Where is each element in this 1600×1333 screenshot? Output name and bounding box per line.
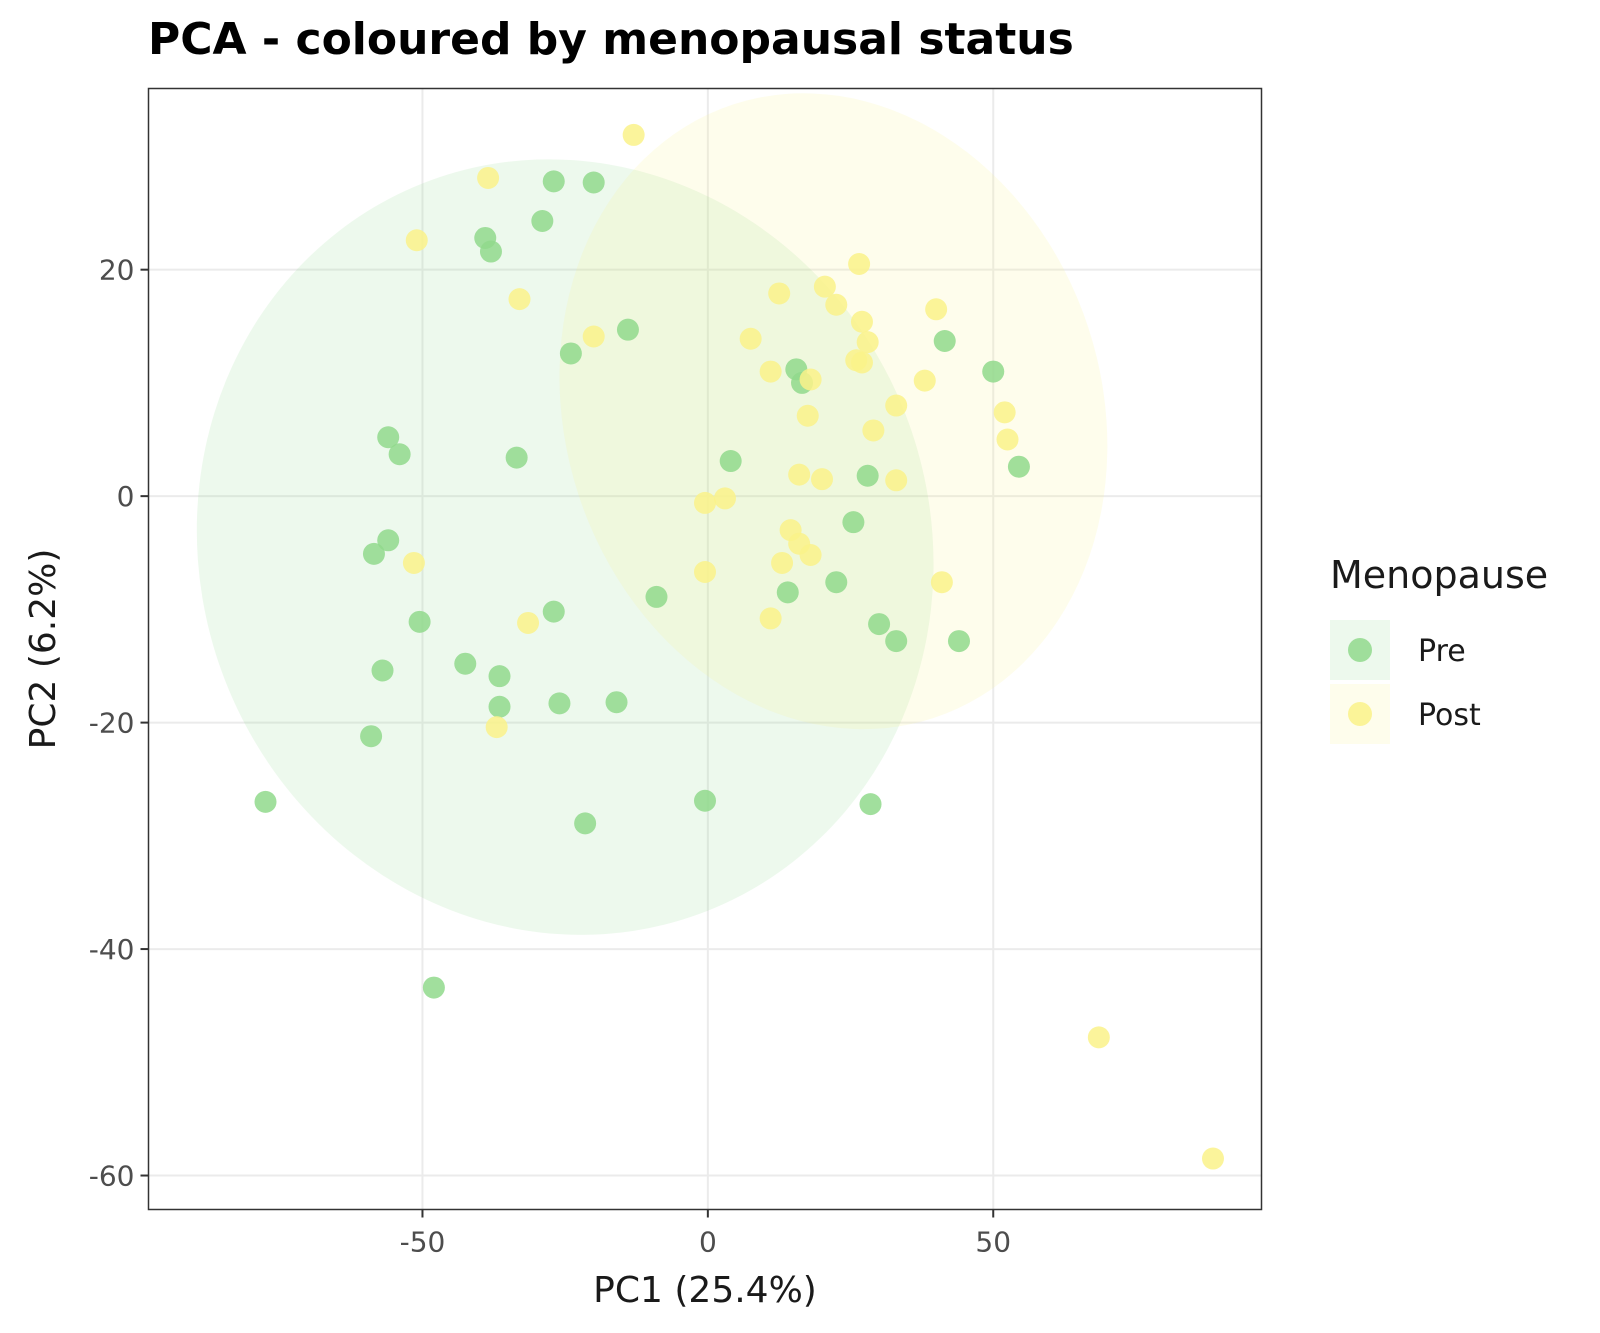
point-post [788,463,811,486]
point-pre [488,695,511,718]
point-post [771,551,794,574]
point-post [913,369,936,392]
point-pre [605,691,628,714]
point-post [1087,1026,1110,1049]
point-pre [859,793,882,816]
point-pre [388,443,411,466]
point-pre [933,330,956,353]
point-pre [542,170,565,193]
y-tick-label: -20 [89,707,135,740]
point-post [485,716,508,739]
point-pre [488,665,511,688]
legend-label-pre: Pre [1418,634,1466,669]
y-tick-label: -40 [89,933,135,966]
point-pre [454,652,477,675]
point-post [799,368,822,391]
x-tick-label: 50 [975,1226,1011,1259]
point-post [582,325,605,348]
point-post [996,428,1019,451]
point-post [885,394,908,417]
point-post [930,571,953,594]
point-post [925,298,948,321]
point-pre [548,692,571,715]
point-pre [856,464,879,487]
legend-title: Menopause [1330,553,1548,597]
x-axis-ticks: -50 0 50 [400,1209,1011,1259]
point-post [825,293,848,316]
point-post [768,282,791,305]
point-pre [360,725,383,748]
point-pre [582,171,605,194]
y-axis-ticks: -60 -40 -20 0 20 [89,254,149,1193]
point-pre [842,511,865,534]
point-pre [542,600,565,623]
y-tick-label: 0 [117,480,135,513]
point-pre [371,659,394,682]
point-post [799,544,822,567]
plot-panel [147,87,1263,1211]
point-pre [645,585,668,608]
point-pre [377,426,400,449]
point-post [694,491,716,514]
point-post [508,288,531,311]
point-pre [362,542,385,565]
point-pre [694,789,716,812]
y-tick-label: 20 [99,254,135,287]
point-pre [982,360,1005,383]
point-post [885,469,908,492]
point-pre [868,613,891,636]
grid-lines [148,88,1262,1210]
point-pre [825,571,848,594]
point-post [1201,1147,1224,1170]
point-post [739,327,762,350]
point-pre [254,790,277,813]
point-post [759,607,782,630]
point-pre [574,812,597,835]
legend: Menopause Pre Post [1330,553,1548,744]
point-pre [377,529,400,552]
point-pre [776,581,799,604]
point-post [517,611,540,634]
point-post [862,419,885,442]
point-post [405,229,428,252]
point-post [477,166,500,189]
point-pre [559,342,582,365]
point-post [759,360,782,383]
point-pre [531,209,554,232]
point-pre [408,610,431,633]
legend-key-post [1348,702,1372,726]
point-post [856,331,879,354]
x-tick-label: 0 [699,1226,717,1259]
y-axis-title: PC2 (6.2%) [23,549,64,750]
point-pre [1007,455,1030,478]
x-axis-title: PC1 (25.4%) [593,1270,817,1311]
point-pre [885,630,908,653]
point-pre [719,450,742,473]
data-points [254,123,1224,1170]
point-pre [479,240,502,263]
point-pre [947,630,970,653]
point-post [850,310,873,333]
y-tick-label: -60 [89,1160,135,1193]
point-pre [616,318,639,341]
point-post [622,123,645,146]
point-pre [422,976,445,999]
point-post [993,401,1016,424]
point-pre [505,446,528,469]
chart-title: PCA - coloured by menopausal status [148,14,1074,65]
panel-border [147,87,1263,1211]
point-post [850,351,873,374]
point-post [813,275,836,298]
confidence-ellipses [196,93,1108,935]
point-post [848,253,871,276]
point-post [402,551,425,574]
point-post [713,487,736,510]
x-tick-label: -50 [400,1226,446,1259]
legend-label-post: Post [1418,698,1481,733]
point-post [796,404,819,427]
point-post [694,561,716,584]
legend-key-pre [1348,638,1372,662]
point-post [811,468,834,491]
